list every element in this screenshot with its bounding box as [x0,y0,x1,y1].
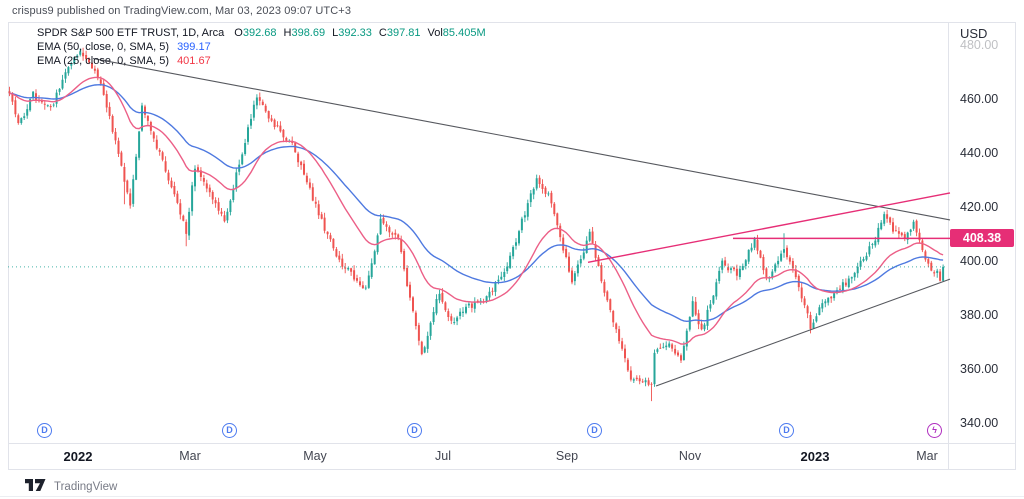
price-tick: 480.00 [960,38,999,52]
legend: SPDR S&P 500 ETF TRUST, 1D, Arca O392.68 H… [37,26,493,68]
time-tick: Jul [435,449,451,463]
time-tick: Mar [179,449,201,463]
legend-ema50-row[interactable]: EMA (50, close, 0, SMA, 5) 399.17 [37,40,493,54]
time-tick: 2022 [63,449,93,464]
price-tick: 380.00 [960,308,999,322]
dividend-icon[interactable]: D [222,423,237,438]
time-tick: Mar [916,449,938,463]
active-price-label: 408.38 [950,229,1014,248]
ema50-label: EMA (50, close, 0, SMA, 5) [37,41,170,53]
price-tick: 360.00 [960,362,999,376]
volume: Vol85.405M [427,27,486,39]
flash-icon[interactable]: ϟ [927,423,942,438]
ohlc-close: C397.81 [378,27,421,39]
price-tick: 440.00 [960,146,999,160]
tradingview-logo-icon[interactable] [25,478,46,496]
bottom-divider [0,496,1024,497]
dividend-icon[interactable]: D [587,423,602,438]
legend-ema25-row[interactable]: EMA (25, close, 0, SMA, 5) 401.67 [37,54,493,68]
dividend-icon[interactable]: D [37,423,52,438]
time-tick: Sep [555,449,579,463]
legend-symbol-row[interactable]: SPDR S&P 500 ETF TRUST, 1D, Arca O392.68 H… [37,26,493,40]
dividend-icon[interactable]: D [779,423,794,438]
price-tick: 400.00 [960,254,999,268]
ema50-value: 399.17 [177,41,211,53]
ema25-value: 401.67 [177,55,211,67]
price-tick: 340.00 [960,416,999,430]
ohlc-open: O392.68 [234,27,277,39]
ohlc-high: H398.69 [283,27,326,39]
footer: TradingView [25,478,117,496]
time-axis[interactable]: 2022 Mar May Jul Sep Nov 2023 Mar [0,443,1024,470]
ohlc-low: L392.33 [332,27,372,39]
time-tick: May [303,449,327,463]
brand-name: TradingView [54,481,118,493]
currency-label: USD [960,26,988,41]
price-tick: 420.00 [960,200,999,214]
dividend-icon[interactable]: D [407,423,422,438]
price-tick: 460.00 [960,92,999,106]
publish-info: crispus9 published on TradingView.com, M… [12,5,352,17]
price-axis[interactable]: USD 408.38 480.00 460.00 440.00 420.00 400.0… [948,22,1016,470]
time-tick: 2023 [800,449,830,464]
ema25-label: EMA (25, close, 0, SMA, 5) [37,55,170,67]
time-tick: Nov [678,449,702,463]
symbol-title: SPDR S&P 500 ETF TRUST, 1D, Arca [37,27,225,39]
